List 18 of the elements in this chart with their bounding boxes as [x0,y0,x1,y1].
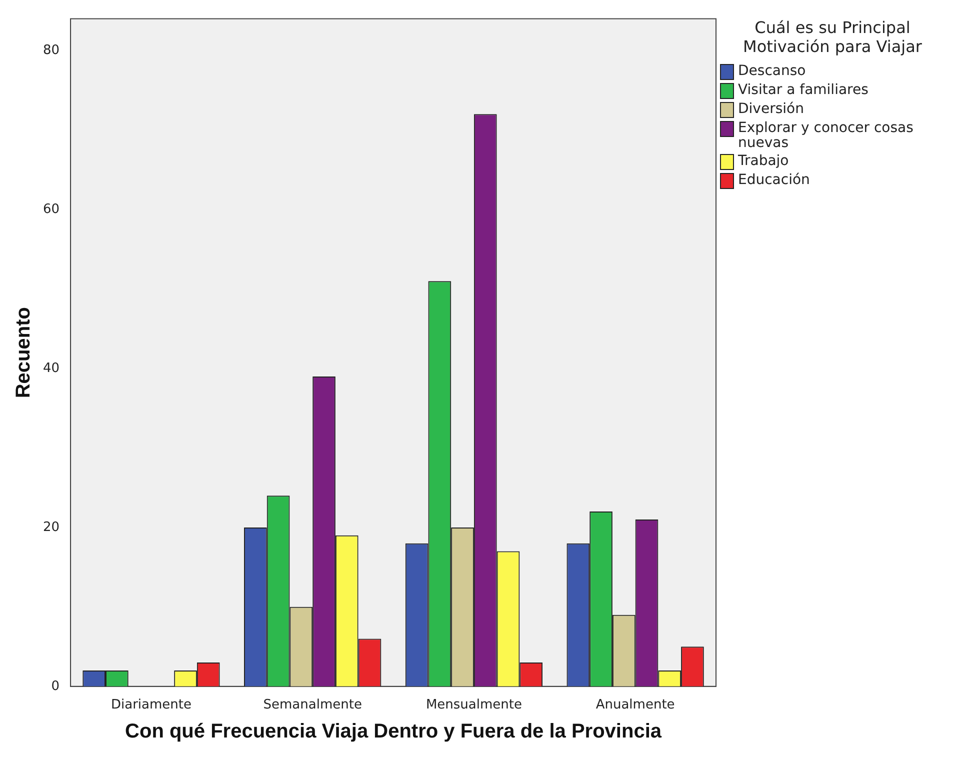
legend-label: Educación [738,172,810,188]
y-tick-label: 20 [42,520,60,535]
x-axis-title: Con qué Frecuencia Viaja Dentro y Fuera de la Provincia [125,720,662,743]
y-tick-label: 0 [51,678,60,694]
legend-label: Trabajo [738,153,789,169]
legend-label: Explorar y conocer cosas nuevas [738,120,914,151]
x-tick-label: Mensualmente [426,698,522,713]
y-tick-label: 40 [42,360,60,376]
legend-label: Visitar a familiares [738,82,868,98]
x-tick-label: Semanalmente [263,698,362,713]
y-axis-title: Recuento [12,307,35,398]
legend-title: Cuál es su Principal Motivación para Viajar [742,18,923,56]
legend-label: Diversión [738,101,804,117]
y-tick-label: 60 [42,202,60,217]
x-tick-label: Anualmente [596,698,675,713]
x-tick-label: Diariamente [110,698,192,713]
y-tick-label: 80 [42,42,60,58]
legend-label: Descanso [738,63,806,79]
